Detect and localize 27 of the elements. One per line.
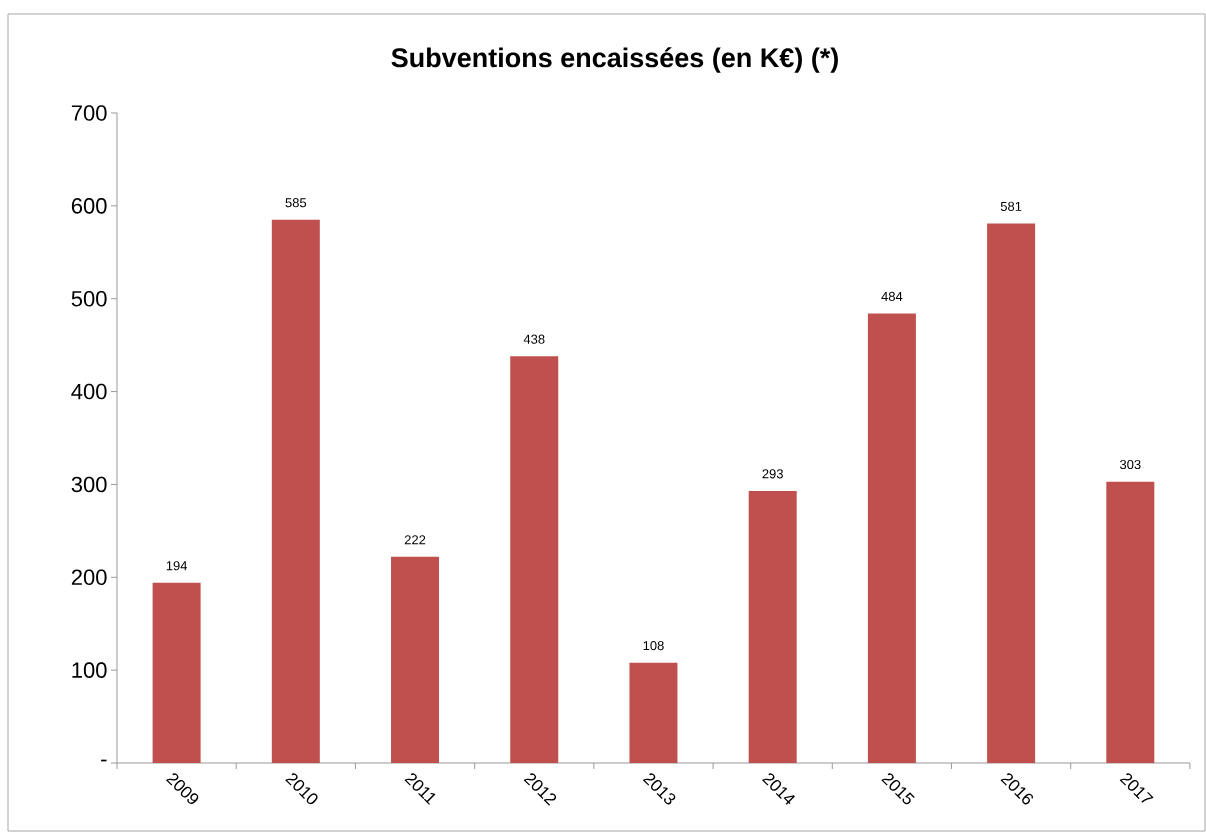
data-label: 581	[1000, 201, 1022, 211]
y-tick-label: 700	[71, 105, 107, 121]
y-tick-label: 300	[71, 476, 107, 493]
bar	[1106, 481, 1155, 763]
bar	[152, 582, 201, 763]
data-label: 303	[1119, 459, 1141, 470]
y-tick-label: 200	[71, 569, 107, 586]
data-label: 438	[523, 334, 545, 344]
y-tick-label: 600	[71, 198, 107, 214]
y-tick-label: 100	[72, 662, 107, 678]
data-label: 293	[762, 469, 783, 479]
chart-title: Subventions encaissées (en K€) (*)	[391, 47, 838, 73]
bar	[867, 313, 916, 763]
y-tick-label: 500	[71, 290, 107, 307]
bar	[629, 662, 678, 763]
bar	[748, 490, 797, 763]
y-tick-label: -	[101, 759, 107, 762]
data-label: 108	[643, 640, 664, 651]
data-label: 585	[285, 198, 307, 208]
bar	[271, 219, 320, 763]
data-label: 194	[166, 561, 188, 571]
data-label: 484	[881, 291, 903, 302]
data-label: 222	[404, 535, 426, 545]
bar	[987, 223, 1036, 763]
y-tick-label: 400	[71, 383, 107, 400]
bar	[391, 556, 440, 763]
bar	[510, 356, 559, 763]
